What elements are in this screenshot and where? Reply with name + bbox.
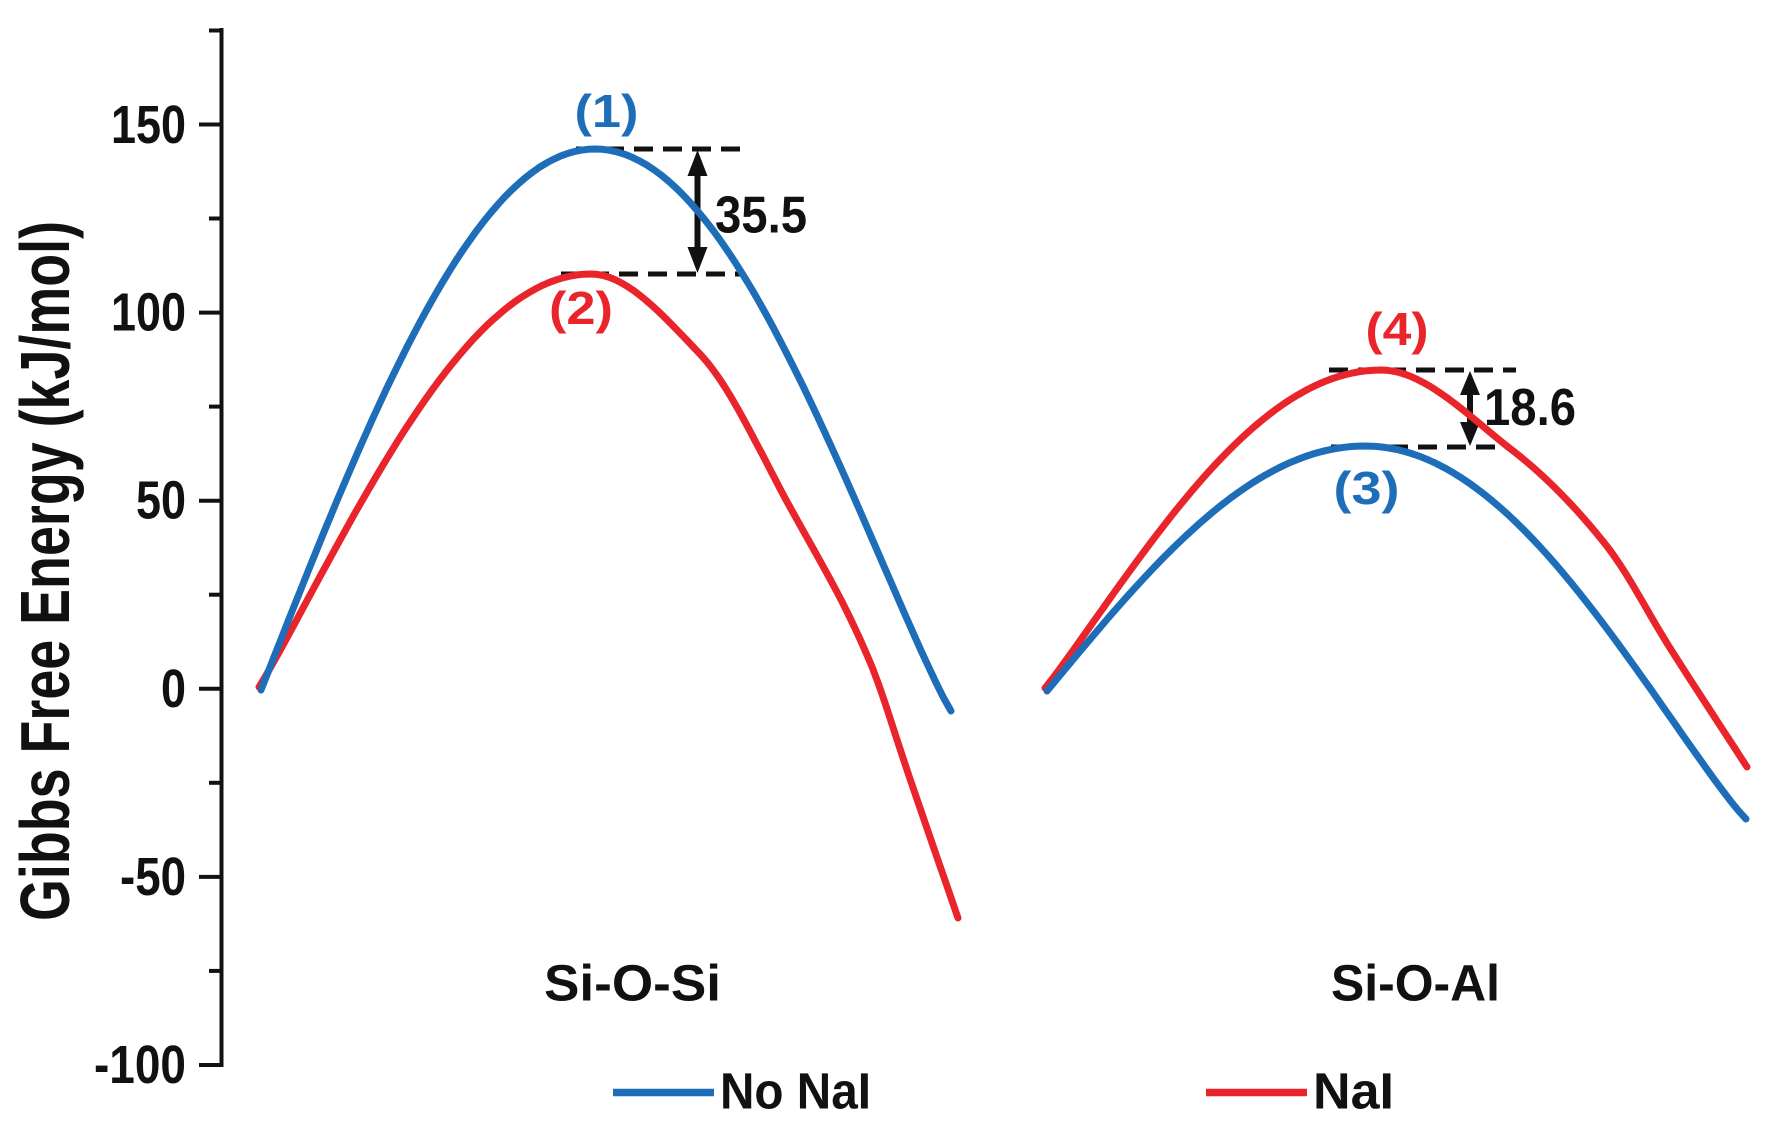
svg-text:35.5: 35.5 xyxy=(715,187,807,245)
svg-text:(4): (4) xyxy=(1366,303,1429,355)
svg-text:Gibbs Free Energy (kJ/mol): Gibbs Free Energy (kJ/mol) xyxy=(6,221,84,921)
svg-text:(2): (2) xyxy=(549,282,613,334)
svg-text:Si-O-Al: Si-O-Al xyxy=(1331,955,1500,1012)
svg-text:100: 100 xyxy=(111,283,186,343)
svg-text:150: 150 xyxy=(111,95,186,155)
svg-text:No NaI: No NaI xyxy=(720,1063,871,1120)
svg-text:NaI: NaI xyxy=(1313,1063,1394,1120)
svg-text:Si-O-Si: Si-O-Si xyxy=(544,955,721,1012)
svg-text:-100: -100 xyxy=(94,1035,186,1095)
svg-text:0: 0 xyxy=(161,659,186,719)
svg-text:-50: -50 xyxy=(120,847,186,907)
svg-text:50: 50 xyxy=(136,471,186,531)
svg-text:(3): (3) xyxy=(1334,462,1400,514)
svg-text:(1): (1) xyxy=(575,85,639,137)
svg-text:18.6: 18.6 xyxy=(1484,379,1576,437)
